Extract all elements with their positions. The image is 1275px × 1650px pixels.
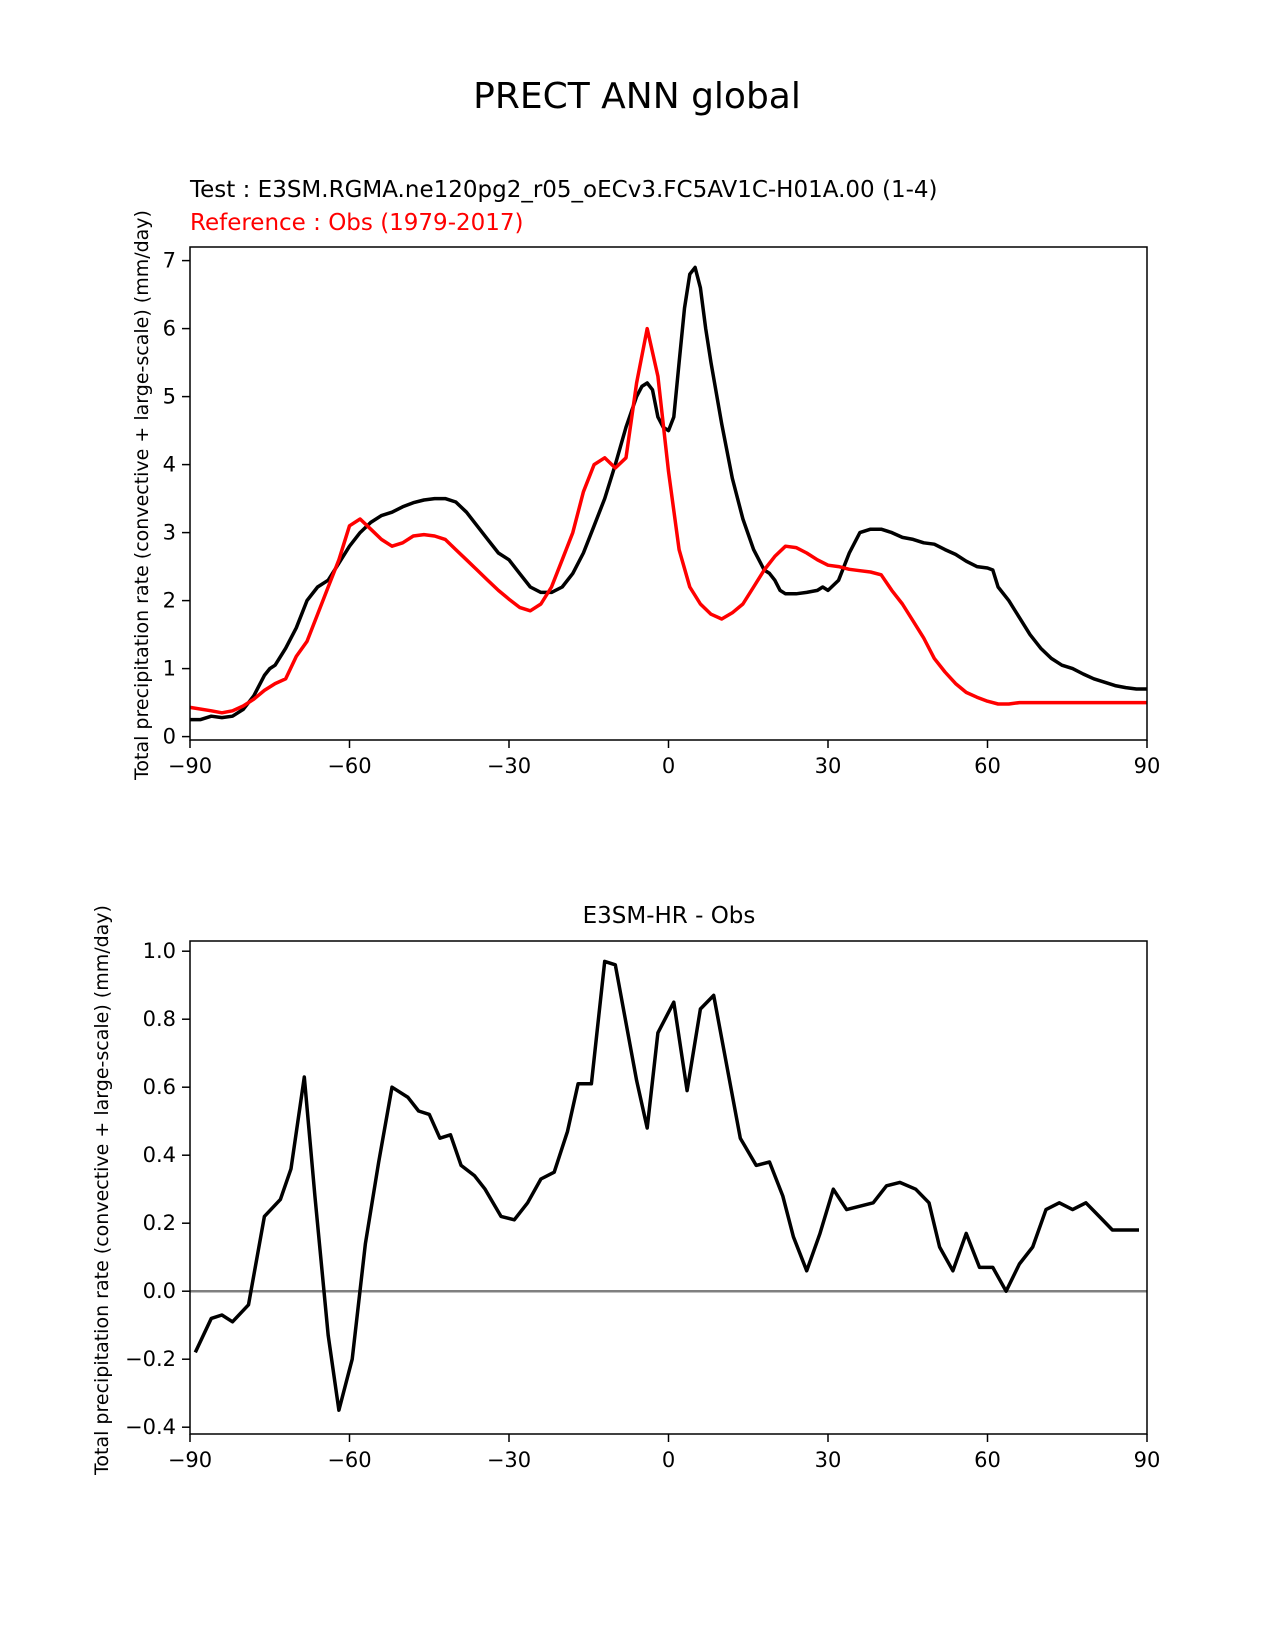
- bottom-x-tick-label: 0: [662, 1448, 675, 1472]
- top-x-tick-label: 0: [662, 754, 675, 778]
- top-plot-area: −90 −60 −30 0 30 60 90 0 1 2 3 4 5 6 7: [163, 246, 1161, 778]
- bottom-x-tick-label: −60: [327, 1448, 371, 1472]
- top-x-tick-label: 60: [974, 754, 1001, 778]
- top-y-tick-label: 7: [163, 249, 176, 273]
- bottom-panel-y-axis-label: Total precipitation rate (convective + l…: [91, 905, 113, 1476]
- top-panel-reference-title: Reference : Obs (1979-2017): [190, 210, 524, 236]
- bottom-series-e3sm-hr-obs: [193, 959, 1139, 1412]
- top-y-tick-label: 0: [163, 725, 176, 749]
- bottom-x-tick-label: −30: [487, 1448, 531, 1472]
- top-x-tick-label: −90: [168, 754, 212, 778]
- bottom-y-tick-label: −0.2: [125, 1347, 176, 1371]
- bottom-x-tick-label: 90: [1134, 1448, 1161, 1472]
- top-y-tick-label: 1: [163, 657, 176, 681]
- bottom-x-tick-label: 30: [815, 1448, 842, 1472]
- top-y-tick-label: 5: [163, 385, 176, 409]
- top-y-tick-label: 2: [163, 589, 176, 613]
- top-panel-test-title: Test : E3SM.RGMA.ne120pg2_r05_oECv3.FC5A…: [189, 177, 937, 203]
- top-series-test: [190, 265, 1147, 722]
- top-series-reference: [189, 326, 1147, 715]
- bottom-x-tick-label: 60: [974, 1448, 1001, 1472]
- bottom-panel-title: E3SM-HR - Obs: [583, 903, 756, 929]
- bottom-y-tick-label: 1.0: [143, 939, 176, 963]
- bottom-y-tick-label: 0.2: [143, 1211, 176, 1235]
- top-panel: Test : E3SM.RGMA.ne120pg2_r05_oECv3.FC5A…: [131, 177, 1160, 781]
- bottom-y-tick-label: −0.4: [125, 1415, 176, 1439]
- top-y-tick-label: 3: [163, 521, 176, 545]
- top-x-tick-label: 90: [1134, 754, 1161, 778]
- bottom-plot-area: −90 −60 −30 0 30 60 90 −0.4 −0.2 0.0 0.2 0.4 0.6 0.8 1…: [125, 939, 1160, 1472]
- bottom-y-tick-label: 0.6: [143, 1075, 176, 1099]
- figure-title: PRECT ANN global: [473, 76, 801, 117]
- bottom-x-tick-label: −90: [168, 1448, 212, 1472]
- bottom-y-tick-label: 0.4: [143, 1143, 176, 1167]
- top-x-tick-label: 30: [815, 754, 842, 778]
- top-y-tick-label: 6: [163, 317, 176, 341]
- top-panel-y-axis-label: Total precipitation rate (convective + l…: [131, 210, 153, 781]
- top-x-tick-label: −60: [327, 754, 371, 778]
- top-y-tick-label: 4: [163, 453, 176, 477]
- bottom-y-tick-label: 0.8: [143, 1007, 176, 1031]
- top-x-tick-label: −30: [487, 754, 531, 778]
- bottom-y-tick-label: 0.0: [143, 1279, 176, 1303]
- bottom-panel: E3SM-HR - Obs Total precipitation rate (…: [91, 903, 1160, 1476]
